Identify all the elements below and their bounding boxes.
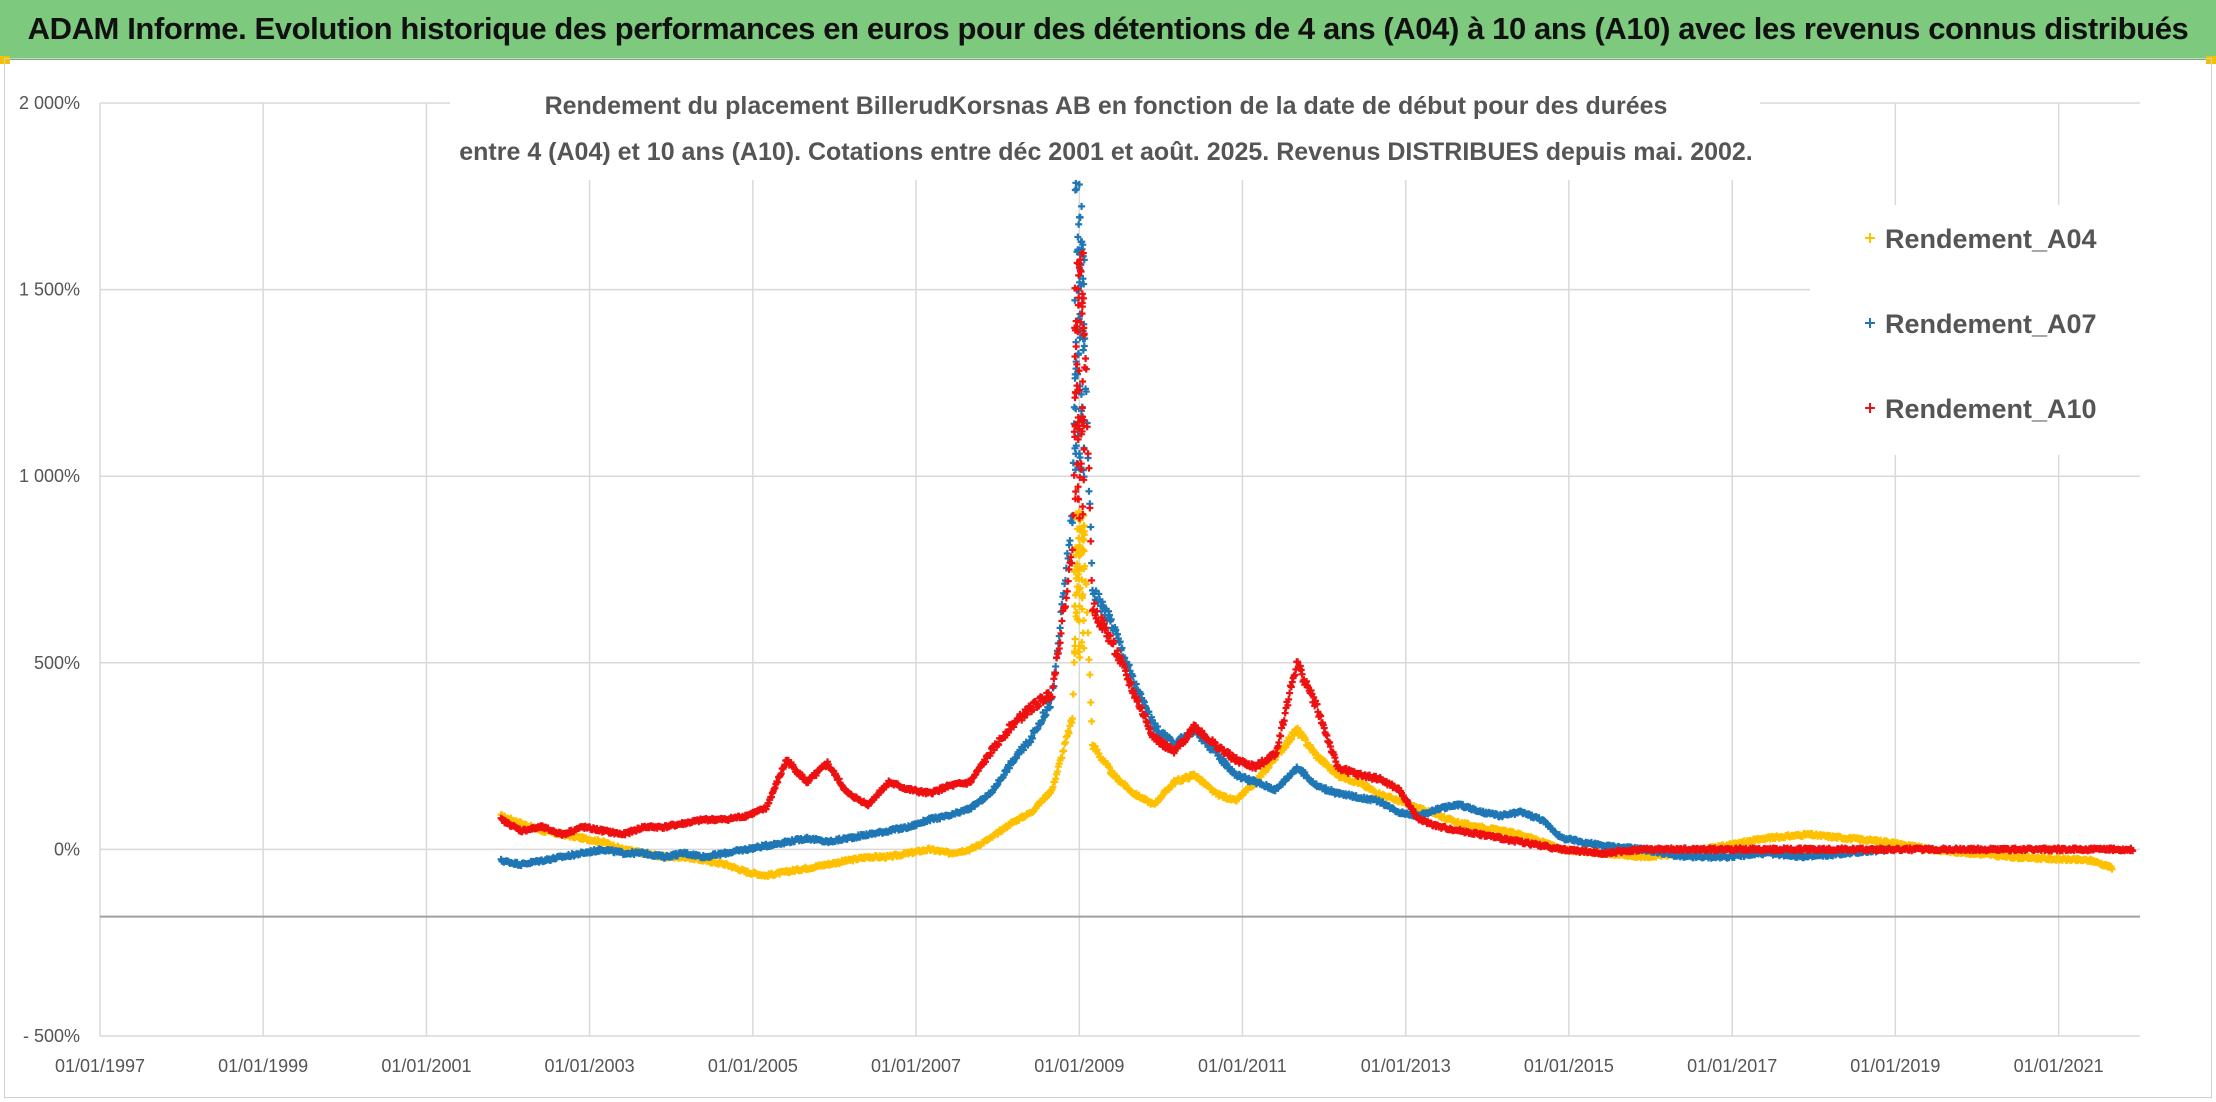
data-point-Rendement_A07 — [1085, 487, 1093, 495]
data-point-Rendement_A07 — [1075, 213, 1083, 221]
x-tick-label: 01/01/2019 — [1850, 1056, 1940, 1076]
data-point-Rendement_A07 — [1075, 220, 1083, 228]
y-tick-label: - 500% — [23, 1026, 80, 1046]
data-point-Rendement_A10 — [1058, 617, 1066, 625]
x-tick-label: 01/01/2015 — [1524, 1056, 1614, 1076]
page-title: ADAM Informe. Evolution historique des p… — [27, 11, 2189, 46]
data-point-Rendement_A04 — [1060, 747, 1068, 755]
y-tick-label: 1 000% — [19, 466, 80, 486]
data-point-Rendement_A10 — [1088, 576, 1096, 584]
chart-frame — [4, 58, 2212, 1098]
data-point-Rendement_A04 — [1080, 616, 1088, 624]
y-tick-label: 1 500% — [19, 280, 80, 300]
x-tick-label: 01/01/2021 — [2014, 1056, 2104, 1076]
x-tick-label: 01/01/2013 — [1361, 1056, 1451, 1076]
chart-grid — [99, 102, 2140, 1037]
y-tick-label: 500% — [34, 653, 80, 673]
y-tick-label: 2 000% — [19, 93, 80, 113]
header-banner: ADAM Informe. Evolution historique des p… — [0, 0, 2216, 60]
data-point-Rendement_A04 — [1087, 698, 1095, 706]
data-point-Rendement_A07 — [1088, 559, 1096, 567]
data-point-Rendement_A07 — [1080, 342, 1088, 350]
data-point-Rendement_A04 — [1088, 717, 1096, 725]
x-tick-label: 01/01/2009 — [1034, 1056, 1124, 1076]
data-point-Rendement_A04 — [1069, 690, 1077, 698]
x-tick-label: 01/01/2005 — [708, 1056, 798, 1076]
x-tick-label: 01/01/2017 — [1687, 1056, 1777, 1076]
x-tick-label: 01/01/2007 — [871, 1056, 961, 1076]
data-point-Rendement_A10 — [1082, 355, 1090, 363]
x-tick-label: 01/01/2001 — [381, 1056, 471, 1076]
data-point-Rendement_A10 — [1286, 689, 1294, 697]
data-point-Rendement_A07 — [1066, 537, 1074, 545]
data-point-Rendement_A10 — [1049, 683, 1057, 691]
data-point-Rendement_A07 — [1052, 662, 1060, 670]
y-tick-label: 0% — [54, 839, 80, 859]
data-point-Rendement_A07 — [1087, 523, 1095, 531]
x-tick-label: 01/01/1997 — [55, 1056, 145, 1076]
data-point-Rendement_A04 — [1079, 629, 1087, 637]
data-point-Rendement_A10 — [1277, 732, 1285, 740]
chart-points — [497, 179, 2137, 881]
corner-accent-left — [0, 56, 10, 64]
data-point-Rendement_A04 — [1071, 635, 1079, 643]
data-point-Rendement_A07 — [1075, 450, 1083, 458]
chart-axes: 2 000% 1 500% 1 000% 500% 0% - 500% 01/01/1997… — [19, 93, 2140, 1076]
data-point-Rendement_A04 — [1070, 658, 1078, 666]
x-tick-label: 01/01/2011 — [1198, 1056, 1287, 1076]
data-point-Rendement_A04 — [1086, 671, 1094, 679]
x-tick-label: 01/01/1999 — [218, 1056, 308, 1076]
data-point-Rendement_A10 — [1087, 537, 1095, 545]
x-tick-label: 01/01/2003 — [545, 1056, 635, 1076]
data-point-Rendement_A10 — [1084, 450, 1092, 458]
data-point-Rendement_A10 — [1086, 504, 1094, 512]
